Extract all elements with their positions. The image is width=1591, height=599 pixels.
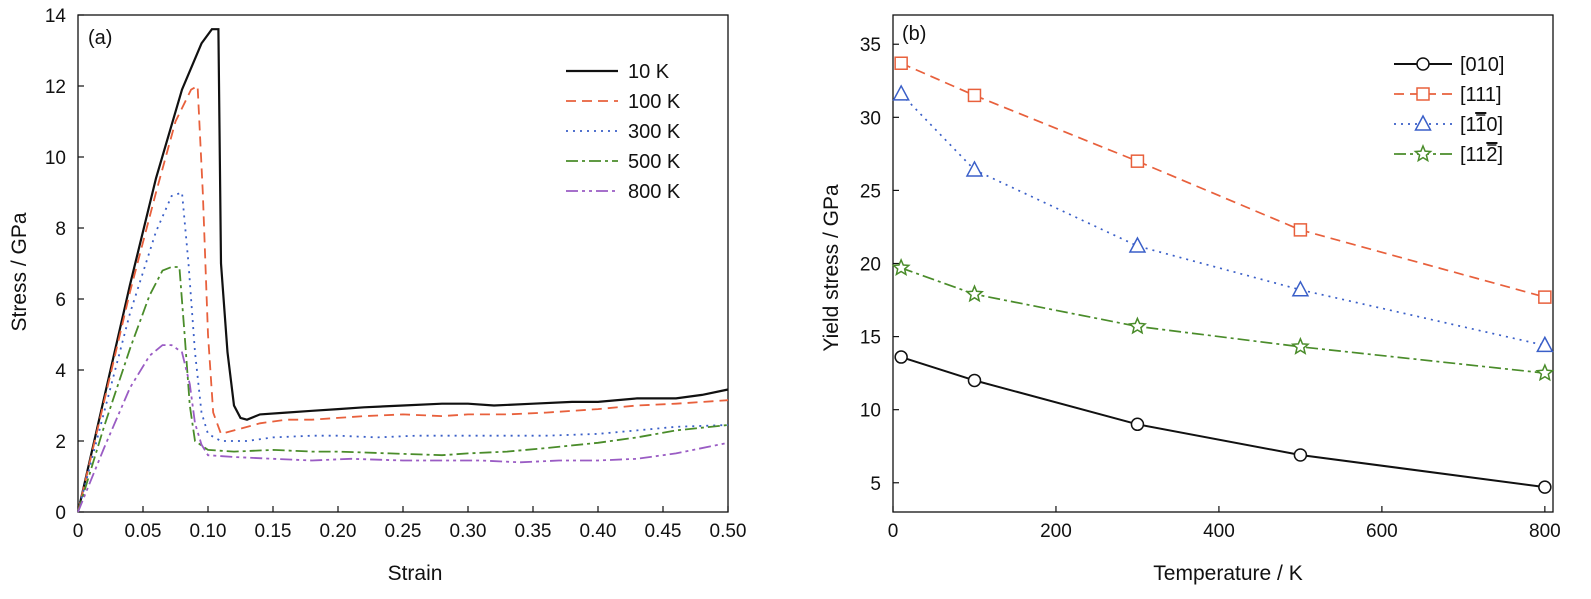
- panel-b-ytick-label: 30: [860, 108, 881, 129]
- legend-label-part: [11: [1460, 144, 1486, 166]
- panel-a-ytick-label: 14: [45, 6, 67, 27]
- panel-b-point-star: [891, 257, 911, 276]
- panel-b-ytick-label: 20: [860, 255, 881, 276]
- panel-b-point-circle: [1293, 448, 1308, 462]
- panel-a-xtick-label: 0.50: [710, 521, 747, 542]
- panel-b-ytick-label: 5: [870, 474, 881, 495]
- panel-a-series-line-100K: [77, 84, 729, 513]
- panel-a-legend-label: 100 K: [628, 91, 681, 113]
- panel-a-series-line-500K: [77, 266, 729, 513]
- panel-a-stress-strain: (a) 0 0.05 0.10 0.15 0.20 0.25 0.30 0.35 0.40 0.4…: [8, 6, 746, 585]
- panel-b-xtick-label: 200: [1040, 521, 1072, 542]
- panel-b-point-star: [1290, 336, 1310, 355]
- panel-a-series-lines: [76, 28, 729, 513]
- panel-a-ytick-label: 4: [55, 361, 66, 382]
- panel-a-xtick-label: 0.30: [450, 521, 487, 542]
- panel-a-xtick-label: 0.25: [385, 521, 422, 542]
- panel-a-xtick-label: 0.45: [645, 521, 682, 542]
- panel-b-xtick-label: 400: [1203, 521, 1235, 542]
- panel-b-point-circle: [967, 373, 982, 388]
- panel-b-ticks: 0 200 400 600 800 5 10 15 20 25 30 35: [860, 35, 1561, 542]
- panel-b-point-star: [1535, 363, 1555, 382]
- panel-b-point-triangle: [1291, 280, 1310, 297]
- panel-b-point-triangle: [1536, 335, 1554, 353]
- panel-a-xtick-label: 0.20: [320, 521, 357, 542]
- panel-b-series-line-3: [900, 267, 1545, 374]
- panel-b-ytick-label: 15: [860, 328, 881, 349]
- panel-b-ytick-label: 10: [860, 401, 881, 422]
- panel-b-ytick-label: 35: [860, 35, 881, 56]
- legend-label-part: ]: [1497, 144, 1503, 166]
- panel-a-ytick-label: 10: [45, 148, 66, 169]
- panel-a-xlabel: Strain: [388, 562, 443, 585]
- panel-b-xtick-label: 600: [1366, 521, 1398, 542]
- panel-b-legend-marker: [1413, 144, 1433, 163]
- legend-label-overbar-digit: 2: [1486, 144, 1497, 166]
- panel-b-point-triangle: [965, 160, 984, 177]
- panel-b-ytick-label: 25: [860, 181, 881, 202]
- panel-b-legend: [010][111][110][112]: [1394, 54, 1504, 166]
- panel-a-legend-label: 300 K: [628, 121, 681, 143]
- panel-a-legend-label: 800 K: [628, 181, 681, 203]
- panel-b-legend-label: [110]: [1460, 114, 1503, 136]
- panel-b-markers: [891, 56, 1555, 494]
- panel-b-series-line-0: [900, 356, 1546, 489]
- panel-b-point-square: [1538, 290, 1552, 304]
- panel-b-point-square: [967, 88, 982, 103]
- panel-b-legend-label: [112]: [1460, 144, 1503, 166]
- panel-b-point-circle: [1538, 480, 1552, 494]
- panel-a-series-line-10K: [76, 28, 729, 513]
- panel-a-ytick-label: 6: [55, 290, 66, 311]
- panel-b-label: (b): [902, 23, 926, 45]
- panel-a-ylabel: Stress / GPa: [8, 212, 31, 331]
- panel-a-ytick-label: 0: [55, 503, 66, 524]
- panel-b-xtick-label: 0: [888, 521, 899, 542]
- panel-a-series-line-800K: [77, 344, 729, 513]
- panel-a-legend-label: 500 K: [628, 151, 681, 173]
- panel-a-xtick-label: 0.10: [190, 521, 227, 542]
- panel-b-series-line-2: [900, 93, 1546, 347]
- panel-b-legend-marker: [1416, 57, 1430, 71]
- panel-a-xtick-label: 0.15: [255, 521, 292, 542]
- legend-label-overbar-digit: 1: [1475, 114, 1486, 136]
- panel-a-legend-label: 10 K: [628, 61, 670, 83]
- panel-b-point-triangle: [1128, 236, 1147, 253]
- panel-b-series-line-1: [900, 62, 1546, 298]
- panel-b-point-triangle: [892, 84, 910, 101]
- panel-b-xtick-label: 800: [1529, 521, 1561, 542]
- panel-a-ticks: 0 0.05 0.10 0.15 0.20 0.25 0.30 0.35 0.40 0.45 0.5…: [45, 6, 747, 542]
- panel-a-ytick-label: 12: [45, 77, 66, 98]
- panel-a-xtick-label: 0.35: [515, 521, 552, 542]
- panel-a-ytick-label: 2: [55, 432, 66, 453]
- panel-b-legend-label: [010]: [1460, 54, 1504, 76]
- panel-a-legend: 10 K 100 K 300 K 500 K 800 K: [566, 61, 681, 203]
- panel-b-xlabel: Temperature / K: [1153, 562, 1302, 585]
- panel-a-plot-frame: [77, 14, 729, 513]
- panel-b-point-square: [1293, 223, 1308, 237]
- panel-b-legend-label: [111]: [1460, 84, 1502, 106]
- panel-b-point-star: [965, 284, 984, 303]
- panel-b-point-square: [894, 56, 908, 70]
- panel-b-point-circle: [1130, 417, 1145, 432]
- panel-b-legend-marker: [1416, 87, 1430, 101]
- panel-b-legend-marker: [1414, 114, 1432, 131]
- panel-a-xtick-label: 0.05: [125, 521, 162, 542]
- legend-label-part: 0]: [1486, 114, 1503, 136]
- panel-b-plot-frame: [892, 14, 1554, 513]
- panel-b-point-circle: [894, 350, 908, 364]
- panel-b-series-lines: [900, 62, 1546, 489]
- panel-b-ylabel: Yield stress / GPa: [820, 184, 843, 352]
- panel-b-point-star: [1127, 316, 1147, 335]
- panel-a-xtick-label: 0: [73, 521, 84, 542]
- panel-a-series-line-300K: [77, 191, 729, 513]
- panel-a-ytick-label: 8: [55, 219, 66, 240]
- panel-b-point-square: [1130, 154, 1145, 168]
- panel-a-xtick-label: 0.40: [580, 521, 617, 542]
- panel-a-label: (a): [88, 27, 112, 49]
- legend-label-part: [1: [1460, 114, 1477, 136]
